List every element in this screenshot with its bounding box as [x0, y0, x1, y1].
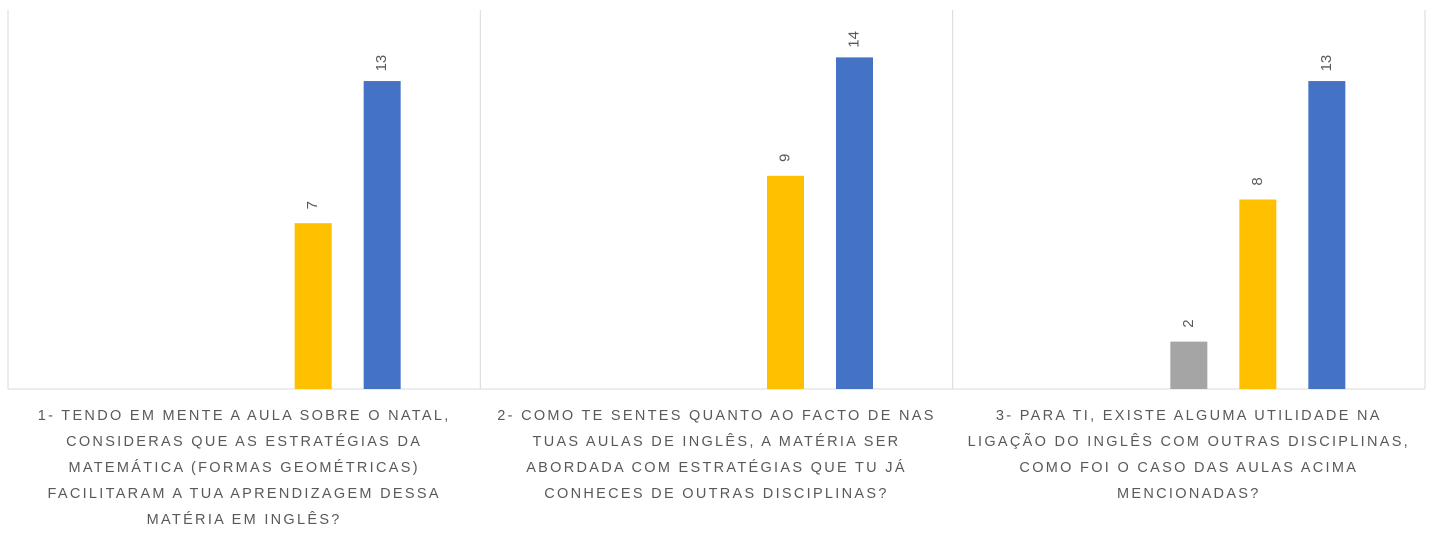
category-label: 3- PARA TI, EXISTE ALGUMA UTILIDADE NA L… — [967, 408, 1411, 502]
data-label: 13 — [1318, 55, 1335, 72]
bar — [767, 175, 804, 389]
bar — [836, 57, 873, 389]
category-label: 1- TENDO EM MENTE A AULA SOBRE O NATAL, … — [37, 408, 451, 528]
chart: 7 13 9 14 2 8 13 — [7, 10, 1426, 390]
bar — [294, 223, 332, 389]
data-label: 7 — [304, 201, 321, 209]
bar — [1239, 199, 1277, 389]
bar — [1170, 341, 1208, 389]
data-label: 13 — [373, 55, 390, 72]
data-label: 9 — [776, 154, 793, 162]
data-label: 2 — [1180, 319, 1197, 327]
data-label: 14 — [845, 31, 862, 48]
category-label: 2- COMO TE SENTES QUANTO AO FACTO DE NAS… — [497, 408, 936, 502]
data-label: 8 — [1249, 177, 1266, 185]
bar — [1308, 81, 1346, 389]
bar — [363, 81, 401, 389]
